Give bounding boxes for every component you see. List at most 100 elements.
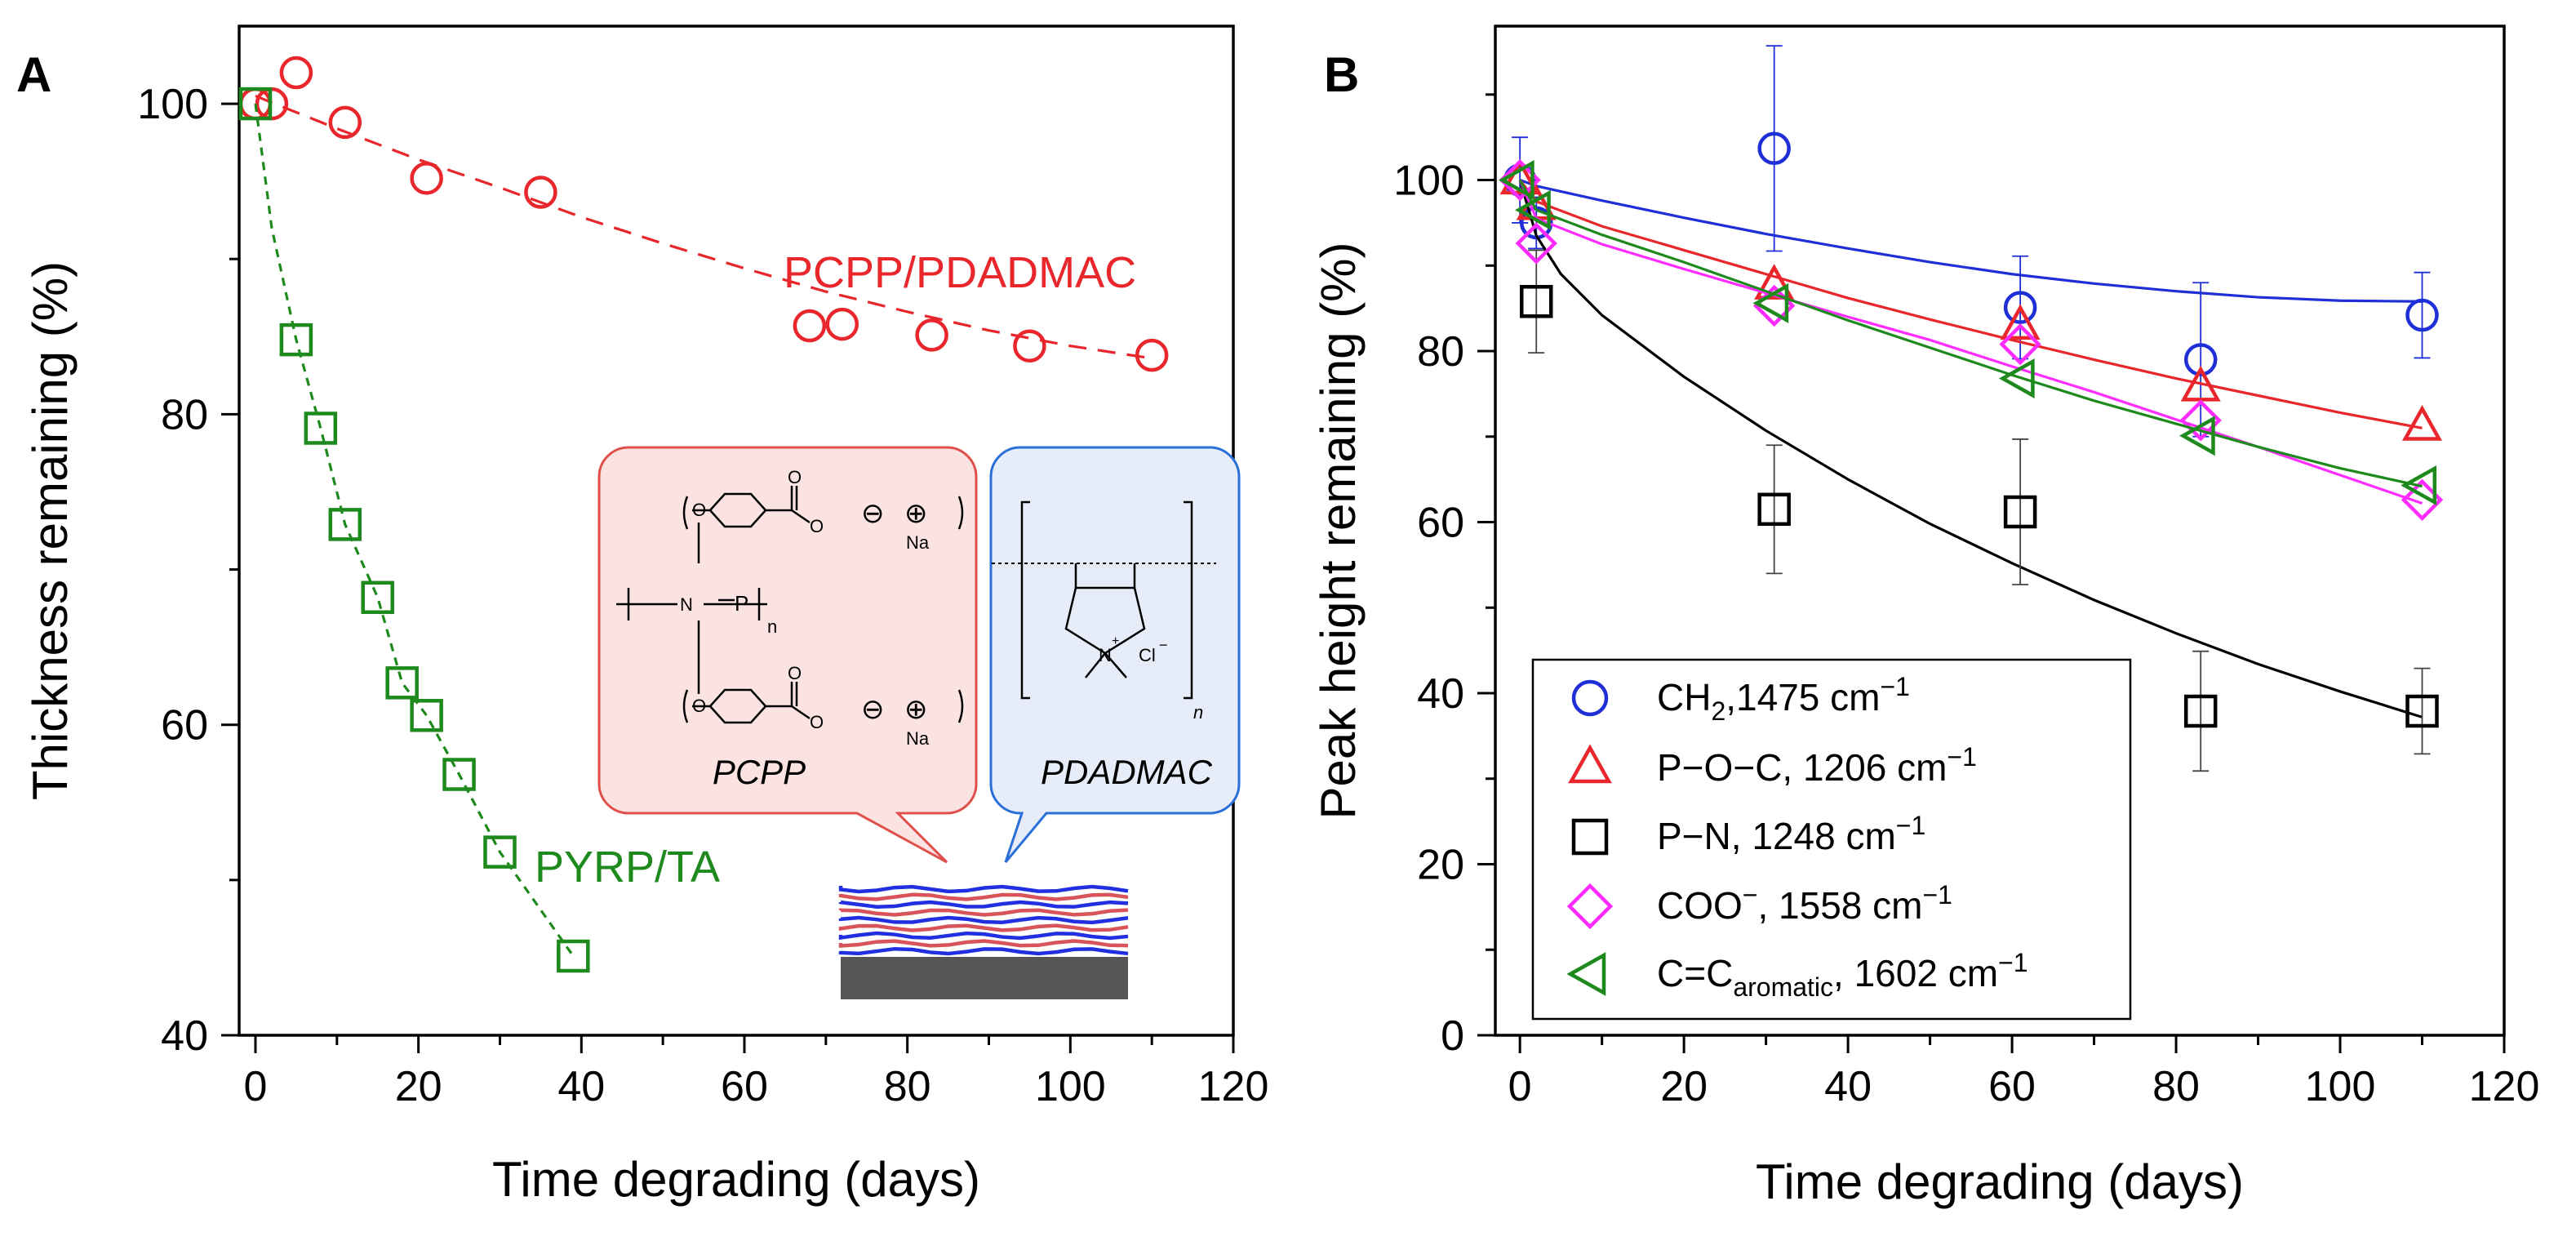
data-point bbox=[410, 699, 443, 732]
legend-poc-pre: P−O−C, 1206 cm bbox=[1657, 746, 1947, 789]
legend-entry-pn: P−N, 1248 cm−1 bbox=[1657, 811, 1925, 857]
panel-b-xtick-label: 40 bbox=[1824, 1063, 1872, 1110]
series-b-0 bbox=[1503, 45, 2439, 438]
legend-cc-sub: aromatic bbox=[1733, 972, 1833, 1002]
minus-2: ⊖ bbox=[861, 694, 885, 725]
panel-b-xtick-label: 80 bbox=[2152, 1063, 2200, 1110]
fit-line bbox=[255, 95, 1153, 360]
panel-a-ylabel: Thickness remaining (%) bbox=[23, 261, 78, 800]
film-layer bbox=[838, 915, 1129, 925]
data-point bbox=[1499, 158, 1540, 195]
film-layer bbox=[838, 900, 1129, 910]
series-label-pyrp-ta: PYRP/TA bbox=[535, 843, 720, 892]
panel-a-ytick-label: 100 bbox=[137, 81, 208, 128]
panel-b-ylabel: Peak height remaining (%) bbox=[1311, 242, 1366, 819]
legend-entry-ch2: CH2,1475 cm−1 bbox=[1657, 672, 1910, 726]
panel-a-series bbox=[238, 56, 1169, 973]
data-point bbox=[279, 56, 313, 90]
legend-ch2-mid: ,1475 cm bbox=[1725, 676, 1880, 718]
panel-a-xtick-label: 100 bbox=[1035, 1063, 1106, 1110]
panel-b-plot-frame bbox=[1494, 24, 2506, 1037]
panel-a: A Thickness remaining (%) Time degrading… bbox=[16, 24, 1268, 1207]
panel-b-ytick-label: 0 bbox=[1441, 1012, 1464, 1060]
panel-b-label: B bbox=[1324, 47, 1359, 102]
legend-marker bbox=[1571, 818, 1609, 856]
fit-line bbox=[254, 103, 575, 957]
legend-coo-mid: , 1558 cm bbox=[1757, 884, 1922, 927]
data-point bbox=[2401, 465, 2437, 506]
data-point bbox=[1998, 358, 2035, 399]
data-point bbox=[1757, 492, 1791, 527]
pdadmac-structure bbox=[992, 500, 1216, 700]
panel-b-ytick-label: 80 bbox=[1417, 328, 1464, 376]
data-point bbox=[1498, 160, 1534, 201]
fit-line bbox=[1518, 180, 2423, 718]
legend-marker bbox=[1571, 679, 1609, 717]
legend-cc-sup: −1 bbox=[1998, 948, 2027, 977]
film-layer bbox=[838, 923, 1129, 932]
data-point bbox=[1013, 329, 1046, 363]
substrate bbox=[841, 957, 1128, 999]
film-layer bbox=[838, 908, 1129, 917]
pdadmac-atom-labels: N + Cl − n bbox=[1099, 634, 1203, 723]
pdadmac-bubble: N + Cl − n PDADMAC bbox=[989, 446, 1241, 863]
data-point bbox=[1519, 285, 1553, 318]
panel-a-xtick-label: 40 bbox=[557, 1063, 605, 1110]
legend-pn-sup: −1 bbox=[1896, 811, 1925, 840]
legend-ch2-sup: −1 bbox=[1880, 672, 1909, 701]
legend-cc-mid: , 1602 cm bbox=[1833, 952, 1998, 994]
pcpp-bubble-shape bbox=[597, 446, 978, 864]
pdadmac-label: PDADMAC bbox=[1041, 753, 1213, 791]
pdadmac-bubble-shape bbox=[989, 446, 1241, 863]
legend-coo-sup0: − bbox=[1743, 880, 1758, 910]
data-point bbox=[557, 939, 590, 973]
data-point bbox=[2179, 399, 2222, 442]
atom-o-2: O bbox=[788, 467, 802, 487]
data-point bbox=[2401, 405, 2443, 441]
panel-b-ytick-label: 20 bbox=[1417, 842, 1464, 889]
panel-b-xlabel: Time degrading (days) bbox=[1756, 1154, 2244, 1209]
series-a-0 bbox=[238, 56, 1169, 372]
legend-poc-sup: −1 bbox=[1947, 742, 1976, 772]
plus-1: ⊕ bbox=[904, 498, 928, 529]
atom-p: P bbox=[735, 591, 748, 616]
legend: CH2,1475 cm−1 P−O−C, 1206 cm−1 P−N, 1248… bbox=[1531, 658, 2132, 1021]
film-layer bbox=[838, 946, 1129, 956]
legend-entry-coo: COO−, 1558 cm−1 bbox=[1657, 880, 1952, 927]
series-b-3 bbox=[1499, 158, 2444, 521]
panel-b: B Peak height remaining (%) Time degradi… bbox=[1311, 24, 2539, 1209]
charge-minus: − bbox=[1159, 637, 1168, 653]
panel-b-ytick-label: 100 bbox=[1393, 158, 1464, 205]
atom-o-1: O bbox=[692, 500, 706, 520]
legend-pn-pre: P−N, 1248 cm bbox=[1657, 815, 1896, 857]
minus-1: ⊖ bbox=[861, 498, 885, 529]
data-point bbox=[279, 322, 313, 357]
data-point bbox=[304, 411, 338, 445]
na-1: Na bbox=[906, 532, 930, 553]
panel-b-xtick-label: 60 bbox=[1988, 1063, 2036, 1110]
film-layer bbox=[838, 884, 1129, 894]
data-point bbox=[2178, 416, 2215, 456]
series-b-2 bbox=[1518, 180, 2439, 772]
data-point bbox=[1754, 264, 1795, 300]
data-point bbox=[2003, 291, 2037, 324]
data-point bbox=[2003, 495, 2037, 529]
data-point bbox=[2000, 304, 2041, 340]
fit-line bbox=[1519, 179, 2423, 303]
data-point bbox=[1757, 131, 1791, 166]
panel-b-xtick-label: 0 bbox=[1508, 1063, 1532, 1110]
pcpp-structure bbox=[616, 486, 964, 724]
panel-a-xtick-label: 60 bbox=[721, 1063, 768, 1110]
film-layer bbox=[838, 939, 1129, 948]
chloride: Cl bbox=[1139, 645, 1156, 665]
series-b-4 bbox=[1498, 160, 2437, 506]
legend-coo-sup: −1 bbox=[1922, 880, 1952, 910]
atom-n: N bbox=[680, 594, 693, 615]
pcpp-atom-labels: O O O ⊖ ⊕ Na N P n O O O ⊖ ⊕ Na bbox=[680, 467, 930, 749]
atom-o-4: O bbox=[692, 696, 706, 716]
panel-b-ticks: 0 20 40 60 80 100 120 0 20 40 60 80 100 bbox=[1393, 93, 2539, 1110]
film-schematic bbox=[838, 884, 1129, 999]
panel-b-ytick-label: 60 bbox=[1417, 500, 1464, 547]
data-point bbox=[2405, 694, 2439, 728]
